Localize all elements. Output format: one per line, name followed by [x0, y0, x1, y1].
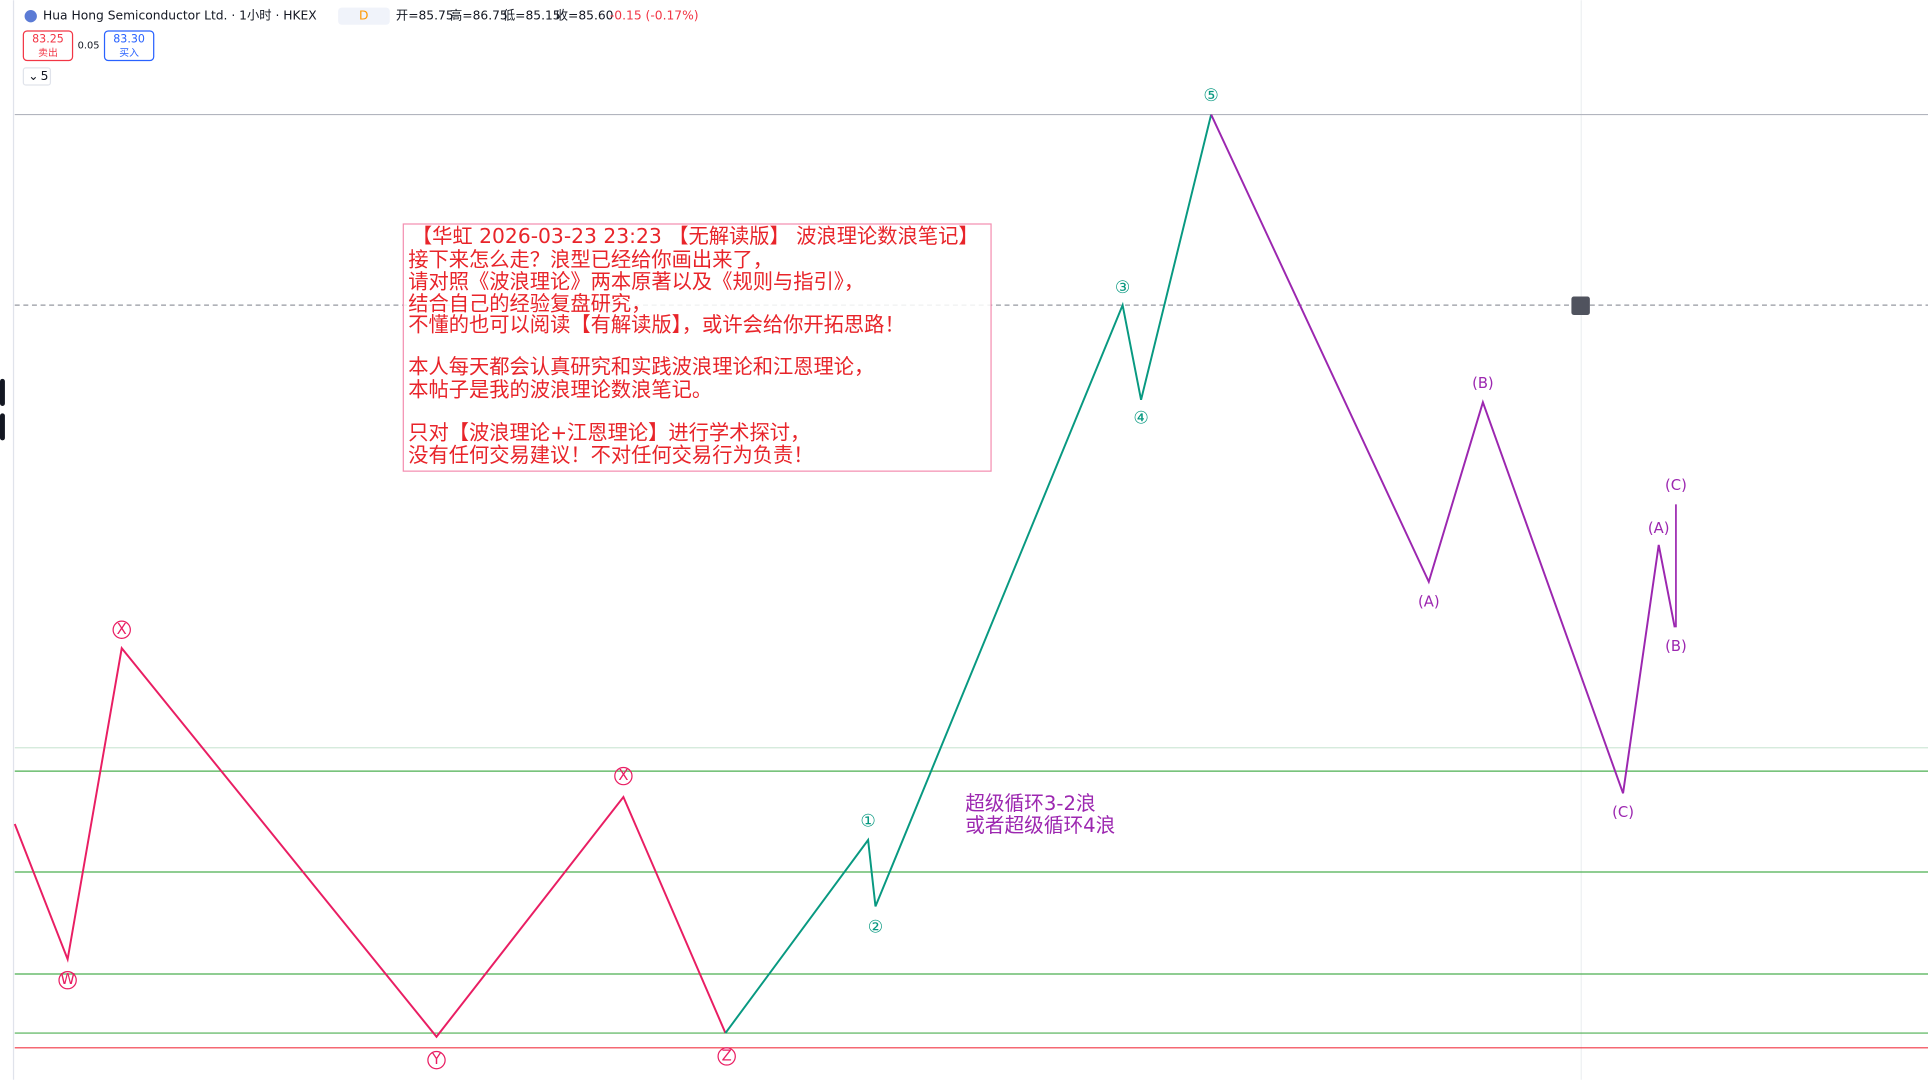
indicator-count: ⌄ — [28, 69, 38, 83]
wave-circle — [58, 970, 77, 990]
buy-button[interactable] — [103, 30, 155, 62]
open: 开=85.75 — [396, 9, 454, 23]
side-handle[interactable] — [0, 378, 5, 406]
wave-label: X — [618, 767, 628, 784]
wave-label: (C) — [1665, 477, 1687, 494]
crosshair-button[interactable] — [1571, 296, 1590, 315]
high: 高=86.75 — [450, 8, 508, 23]
note-line: 只对【波浪理论+江恩理论】进行学术探讨， — [408, 421, 810, 445]
buy-label: 买入 — [119, 47, 139, 59]
wave-green — [724, 114, 1213, 1034]
indicator-toggle[interactable] — [22, 67, 52, 86]
note-line: 没有任何交易建议！不对任何交易行为负责！ — [408, 443, 813, 467]
close: 收=85.60 — [556, 9, 614, 23]
wave-label: Y — [431, 1051, 442, 1068]
note-line: 不懂的也可以阅读【有解读版】，或许会给你开拓思路！ — [408, 313, 905, 337]
delay-badge: D — [359, 9, 368, 23]
buy-price: 83.30 — [113, 33, 145, 46]
note-line: 结合自己的经验复盘研究， — [408, 292, 651, 316]
wave-label: (B) — [1472, 375, 1494, 392]
note-line: 本人每天都会认真研究和实践波浪理论和江恩理论， — [408, 354, 874, 378]
wave-label: ② — [868, 917, 883, 937]
wave-circle — [717, 1047, 736, 1066]
indicator-count: 5 — [41, 69, 49, 83]
wave-circle — [614, 766, 633, 786]
side-handle[interactable] — [0, 413, 5, 441]
sell-price: 83.25 — [32, 33, 64, 46]
symbol[interactable]: Hua Hong Semiconductor Ltd. · 1小时 · HKEX — [43, 9, 317, 23]
note-line: 本帖子是我的波浪理论数浪笔记。 — [408, 378, 712, 402]
wave-label: ① — [860, 812, 875, 832]
wave-purple — [1210, 114, 1676, 794]
wave-label: (C) — [1612, 804, 1634, 821]
spread: 0.05 — [78, 41, 100, 52]
note-line: 接下来怎么走？浪型已经给你画出来了， — [408, 247, 773, 271]
note-line: 请对照《波浪理论》两本原著以及《规则与指引》， — [408, 270, 864, 294]
wave-label: Z — [722, 1047, 732, 1064]
change: -0.15 (-0.17%) — [610, 9, 699, 23]
wave-label: ④ — [1133, 408, 1148, 428]
wave-label: W — [60, 971, 75, 988]
low: 低=85.15 — [503, 9, 561, 23]
wave-label: (A) — [1648, 520, 1670, 537]
note-box — [402, 223, 992, 472]
wave-label: (A) — [1418, 594, 1440, 611]
sell-label: 卖出 — [38, 46, 58, 59]
wave-circle — [427, 1050, 446, 1070]
wave-label: (B) — [1665, 638, 1687, 655]
symbol-logo — [24, 10, 37, 23]
wave-circle — [112, 620, 131, 639]
wave-pink — [13, 645, 727, 1039]
wave-label: X — [117, 621, 127, 638]
wave-label: ⑤ — [1203, 86, 1218, 106]
note-line: 【华虹 2026-03-23 23:23 【无解读版】 波浪理论数浪笔记】 — [412, 224, 979, 248]
annotation: 超级循环3-2浪 — [965, 792, 1095, 815]
annotation: 或者超级循环4浪 — [965, 814, 1115, 837]
sell-button[interactable] — [22, 30, 74, 62]
wave-label: ③ — [1115, 278, 1130, 298]
status-badges — [338, 7, 390, 25]
